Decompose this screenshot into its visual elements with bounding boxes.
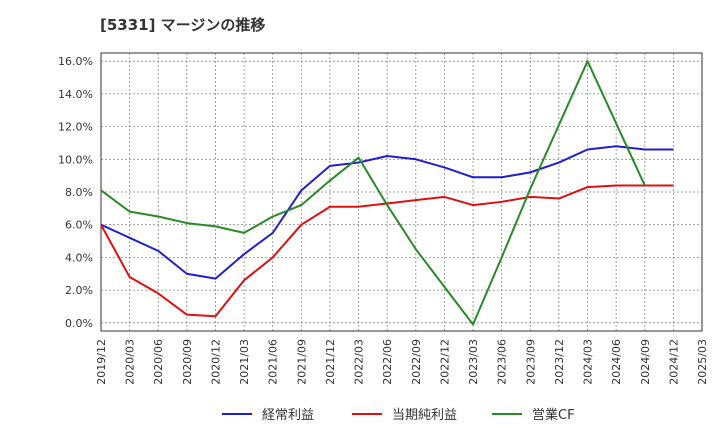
x-tick-label: 2024/09 bbox=[639, 339, 652, 385]
x-tick-label: 2022/03 bbox=[353, 339, 366, 385]
chart-title: [5331] マージンの推移 bbox=[100, 16, 266, 34]
x-tick-label: 2024/12 bbox=[667, 339, 680, 385]
x-tick-label: 2019/12 bbox=[95, 339, 108, 385]
legend-label-1: 経常利益 bbox=[262, 408, 314, 423]
x-tick-label: 2020/12 bbox=[209, 339, 222, 385]
plot-frame bbox=[100, 52, 703, 332]
y-tick-label: 0.0% bbox=[65, 317, 93, 330]
x-tick-label: 2022/06 bbox=[381, 339, 394, 385]
x-tick-label: 2023/09 bbox=[524, 339, 537, 385]
x-tick-label: 2020/06 bbox=[152, 339, 165, 385]
x-tick-label: 2020/09 bbox=[181, 339, 194, 385]
x-tick-label: 2023/12 bbox=[553, 339, 566, 385]
x-tick-label: 2021/12 bbox=[324, 339, 337, 385]
x-tick-label: 2025/03 bbox=[696, 339, 709, 385]
x-tick-label: 2023/03 bbox=[467, 339, 480, 385]
x-tick-label: 2021/06 bbox=[267, 339, 280, 385]
y-tick-label: 6.0% bbox=[65, 219, 93, 232]
x-tick-label: 2020/03 bbox=[124, 339, 137, 385]
y-tick-label: 2.0% bbox=[65, 284, 93, 297]
series-line-3 bbox=[100, 60, 646, 326]
x-tick-label: 2024/03 bbox=[582, 339, 595, 385]
y-tick-label: 8.0% bbox=[65, 186, 93, 199]
x-tick-label: 2022/09 bbox=[410, 339, 423, 385]
y-tick-label: 16.0% bbox=[58, 55, 93, 68]
x-tick-label: 2021/03 bbox=[238, 339, 251, 385]
legend-label-2: 当期純利益 bbox=[392, 408, 457, 423]
y-tick-label: 14.0% bbox=[58, 88, 93, 101]
x-tick-label: 2022/12 bbox=[438, 339, 451, 385]
x-tick-label: 2024/06 bbox=[610, 339, 623, 385]
x-tick-label: 2021/09 bbox=[295, 339, 308, 385]
y-tick-label: 4.0% bbox=[65, 251, 93, 264]
x-tick-label: 2023/06 bbox=[496, 339, 509, 385]
y-tick-label: 12.0% bbox=[58, 121, 93, 134]
y-tick-label: 10.0% bbox=[58, 153, 93, 166]
legend-label-3: 営業CF bbox=[532, 407, 575, 423]
series-line-1 bbox=[100, 145, 674, 280]
